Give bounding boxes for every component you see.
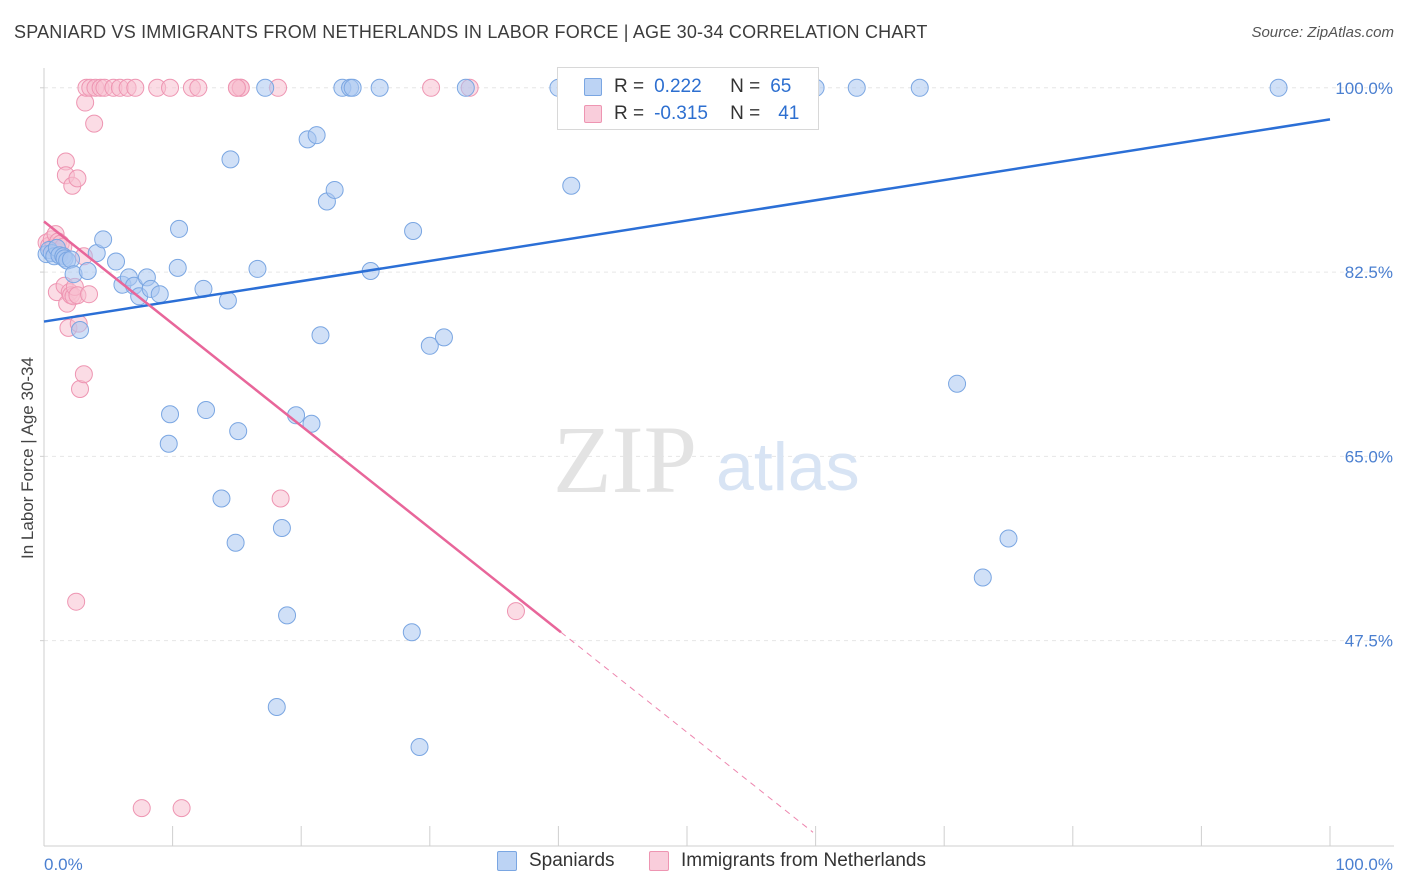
legend-item-netherlands[interactable]: Immigrants from Netherlands [649,850,926,872]
y-tick-label: 82.5% [1345,263,1393,282]
spaniards-point [410,738,429,757]
legend-swatch-blue [584,78,602,96]
legend-label-spaniards: Spaniards [529,850,615,871]
legend-r-label: R = [614,76,645,97]
spaniards-point [150,285,169,304]
netherlands-point [227,78,246,97]
spaniards-point [267,697,286,716]
y-tick-label: 47.5% [1345,632,1393,651]
legend-r-label: R = [614,103,645,124]
spaniards-point [107,252,126,271]
netherlands-trend-extension [560,631,814,833]
netherlands-point [68,169,87,188]
legend-swatch-spaniards [497,851,517,871]
spaniards-trend-line [43,118,1331,323]
spaniards-point [307,126,326,145]
gridlines [44,87,1394,642]
netherlands-point [161,78,180,97]
spaniards-point [168,258,187,277]
spaniards-point [62,250,81,269]
trend-lines [43,118,1331,833]
legend-n-label: N = [730,76,761,97]
y-tick-label: 65.0% [1345,447,1393,466]
spaniards-point [229,422,248,441]
spaniards-point [272,518,291,537]
netherlands-point [422,78,441,97]
legend-r-value: -0.315 [654,103,708,124]
netherlands-trend-line [43,220,562,634]
spaniards-point [221,150,240,169]
spaniards-point [948,374,967,393]
spaniards-point [973,568,992,587]
spaniards-point [1269,78,1288,97]
spaniards-point [402,623,421,642]
spaniards-point [256,78,275,97]
spaniards-point [197,401,216,420]
spaniards-point [562,176,581,195]
spaniards-point [420,336,439,355]
source-credit: Source: ZipAtlas.com [1251,24,1394,41]
spaniards-point [161,405,180,424]
spaniards-point [404,222,423,241]
spaniards-point [78,262,97,281]
watermark-zip: ZIP [553,406,697,513]
spaniards-point [170,219,189,238]
legend-n-value: 65 [770,76,792,97]
spaniards-point [278,606,297,625]
spaniards-point [159,434,178,453]
netherlands-point [126,78,145,97]
netherlands-point [71,379,90,398]
series-netherlands-points [37,78,525,818]
spaniards-point [71,321,90,339]
spaniards-point [212,489,231,508]
spaniards-point [302,414,321,433]
netherlands-point [271,489,290,508]
legend-swatch-netherlands [649,851,669,871]
series-legend: Spaniards Immigrants from Netherlands [0,850,1406,878]
netherlands-point [506,602,525,621]
netherlands-point [74,365,93,384]
netherlands-point [80,285,99,304]
spaniards-point [343,78,362,97]
legend-r-value: 0.222 [654,76,702,97]
spaniards-point [910,78,929,97]
axes [40,68,1394,847]
x-tick-label: 100.0% [1335,855,1393,874]
spaniards-point [456,78,475,97]
spaniards-point [847,78,866,97]
legend-swatch-pink [584,105,602,123]
spaniards-point [94,230,113,249]
legend-item-spaniards[interactable]: Spaniards [497,850,615,872]
spaniards-point [248,259,267,278]
spaniards-point [434,328,453,347]
netherlands-point [132,799,151,818]
chart-title: SPANIARD VS IMMIGRANTS FROM NETHERLANDS … [14,22,928,42]
spaniards-point [999,529,1018,548]
spaniards-point [311,326,330,345]
y-tick-label: 100.0% [1335,79,1393,98]
x-tick-label: 0.0% [44,855,83,874]
spaniards-point [370,78,389,97]
netherlands-point [172,799,191,818]
netherlands-point [67,592,86,611]
spaniards-point [325,180,344,199]
legend-row-netherlands: R = -0.315 N = 41 [584,101,799,127]
watermark: ZIP atlas [553,406,860,513]
spaniards-point [226,533,245,552]
watermark-atlas: atlas [716,429,860,505]
tick-labels: 47.5% 65.0% 82.5% 100.0% 0.0% 100.0% [44,79,1393,874]
correlation-legend: R = 0.222 N = 65 R = -0.315 N = 41 [557,67,819,130]
legend-label-netherlands: Immigrants from Netherlands [681,850,926,871]
legend-n-label: N = [730,103,761,124]
legend-n-value: 41 [778,103,800,124]
netherlands-point [85,114,104,133]
legend-row-spaniards: R = 0.222 N = 65 [584,74,791,100]
netherlands-point [189,78,208,97]
